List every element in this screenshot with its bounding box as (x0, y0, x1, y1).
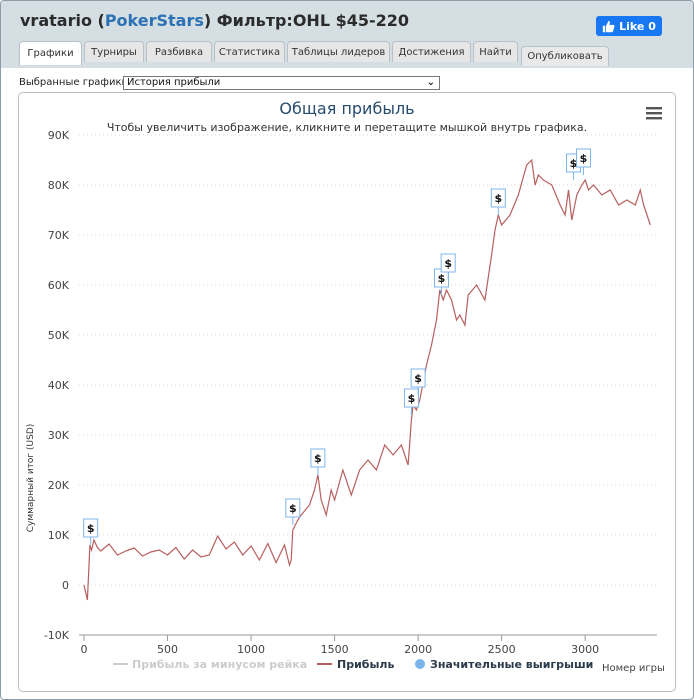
thumbs-up-icon (602, 20, 615, 32)
y-axis-label: Суммарный итог (USD) (26, 424, 36, 533)
player-name: vratario (20, 11, 92, 30)
flag-box (575, 148, 591, 168)
y-tick-label: 50K (48, 329, 70, 342)
page-title: vratario (PokerStars) Фильтр:OHL $45-220 (20, 11, 410, 30)
tab-label: Турниры (91, 46, 137, 58)
flag-box (310, 448, 326, 468)
flag-box (285, 498, 301, 518)
big-win-flag: $ (410, 368, 426, 395)
site-link[interactable]: PokerStars (104, 11, 204, 30)
chart-container[interactable]: Общая прибыль Чтобы увеличить изображени… (18, 92, 676, 692)
flag-label: $ (444, 257, 452, 270)
x-tick-label: 1000 (237, 643, 265, 656)
x-tick-label: 0 (81, 643, 88, 656)
flag-label: $ (570, 157, 578, 170)
graph-selector-label: Выбранные графики: (19, 77, 132, 88)
legend-item-big-wins[interactable]: Значительные выигрыши (415, 658, 593, 671)
legend-item-profit[interactable]: Прибыль (317, 658, 394, 671)
chart-subtitle: Чтобы увеличить изображение, кликните и … (107, 121, 587, 134)
flag-box (83, 518, 99, 538)
flag-box (403, 388, 419, 408)
flag-label: $ (438, 272, 446, 285)
chevron-down-icon: ⌄ (426, 77, 435, 88)
tab-label: Достижения (398, 46, 465, 58)
y-tick-label: 0 (62, 579, 69, 592)
like-label: Like 0 (619, 19, 656, 33)
tab-breakdown[interactable]: Разбивка (146, 41, 212, 62)
tab-label: Статистика (218, 46, 281, 58)
series-layer (83, 158, 651, 601)
x-tick-label: 2000 (404, 643, 432, 656)
x-tick-label: 500 (157, 643, 178, 656)
x-axis: 0 500 1000 1500 2000 2500 3000 (79, 634, 657, 656)
graph-select-value: История прибыли (127, 77, 221, 88)
profit-chart[interactable]: Общая прибыль Чтобы увеличить изображени… (19, 93, 675, 691)
big-win-flag: $ (440, 253, 456, 280)
flags-layer: $$$$$$$$$ $ (83, 148, 591, 545)
tab-graphs[interactable]: Графики (19, 41, 82, 65)
y-tick-label: 20K (48, 479, 70, 492)
flag-box (410, 368, 426, 388)
y-tick-label: 90K (48, 129, 70, 142)
tab-search[interactable]: Найти (473, 41, 518, 62)
big-win-flag: $ (490, 188, 506, 215)
x-axis-label: Номер игры (602, 663, 665, 674)
tab-leaderboards[interactable]: Таблицы лидеров (287, 41, 390, 62)
flag-label: $ (414, 372, 422, 385)
legend-item-net-rake[interactable]: Прибыль за минусом рейка (113, 658, 307, 671)
profit-series-line (83, 158, 651, 601)
grid-lines (79, 134, 657, 636)
publish-button[interactable]: Опубликовать (521, 46, 609, 66)
big-win-flag: $ (83, 518, 99, 545)
chart-title: Общая прибыль (279, 99, 414, 118)
tab-label: Найти (479, 46, 512, 58)
tab-tournaments[interactable]: Турниры (84, 41, 144, 62)
big-win-flag: $ (310, 448, 326, 475)
tab-label: Таблицы лидеров (291, 46, 386, 58)
y-tick-label: 80K (48, 179, 70, 192)
y-tick-label: 30K (48, 429, 70, 442)
flag-box (490, 188, 506, 208)
legend-label: Значительные выигрыши (430, 658, 593, 671)
graph-select[interactable]: История прибыли ⌄ (123, 76, 440, 90)
big-win-flag: $ (285, 498, 301, 525)
tab-statistics[interactable]: Статистика (214, 41, 285, 62)
y-axis: -10K 0 10K 20K 30K 40K 50K 60K 70K 80K 90K (44, 129, 70, 642)
legend-label: Прибыль за минусом рейка (132, 658, 307, 671)
y-tick-label: 70K (48, 229, 70, 242)
y-tick-label: -10K (44, 629, 70, 642)
publish-label: Опубликовать (527, 51, 603, 62)
tab-label: Разбивка (154, 46, 204, 58)
big-win-flag: $ (403, 388, 419, 415)
legend-marker (415, 659, 425, 669)
x-tick-label: 3000 (571, 643, 599, 656)
legend-label: Прибыль (337, 658, 394, 671)
x-tick-label: 1500 (321, 643, 349, 656)
flag-label: $ (408, 392, 416, 405)
y-tick-label: 40K (48, 379, 70, 392)
flag-label: $ (314, 452, 322, 465)
facebook-like-button[interactable]: Like 0 (596, 16, 662, 36)
menu-icon[interactable] (646, 107, 662, 120)
tab-achievements[interactable]: Достижения (392, 41, 471, 62)
big-win-flag: $ (575, 148, 591, 175)
flag-label: $ (289, 502, 297, 515)
filter-label: Фильтр:OHL $45-220 (216, 11, 410, 30)
flag-label: $ (87, 522, 95, 535)
flag-label: $ (580, 152, 588, 165)
header-bar: vratario (PokerStars) Фильтр:OHL $45-220… (1, 1, 693, 68)
y-tick-label: 10K (48, 529, 70, 542)
y-tick-label: 60K (48, 279, 70, 292)
flag-label: $ (494, 192, 502, 205)
tab-label: Графики (27, 48, 74, 59)
legend: Прибыль за минусом рейка Прибыль Значите… (113, 658, 593, 671)
x-tick-label: 2500 (488, 643, 516, 656)
flag-box (440, 253, 456, 273)
